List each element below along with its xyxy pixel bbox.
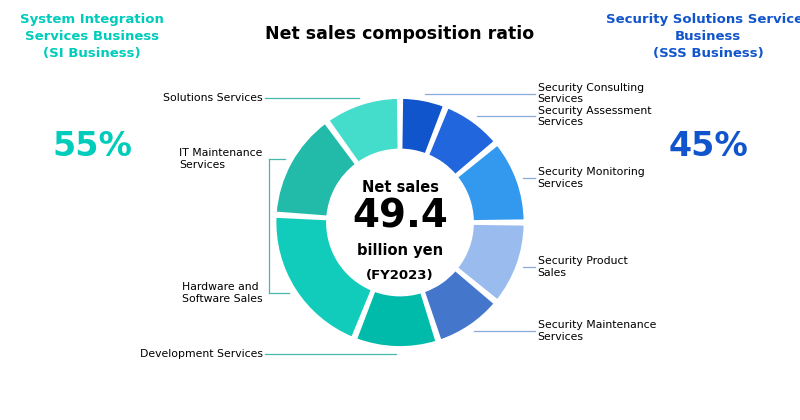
Text: Security Product
Sales: Security Product Sales	[538, 256, 627, 278]
Text: (FY2023): (FY2023)	[366, 268, 434, 281]
Text: IT Maintenance
Services: IT Maintenance Services	[179, 148, 262, 170]
Text: 55%: 55%	[52, 130, 132, 163]
Wedge shape	[356, 290, 437, 347]
Text: Security Maintenance
Services: Security Maintenance Services	[538, 320, 656, 342]
Text: Solutions Services: Solutions Services	[163, 93, 262, 102]
Text: Development Services: Development Services	[139, 349, 262, 359]
Wedge shape	[275, 216, 372, 338]
Text: Security Assessment
Services: Security Assessment Services	[538, 105, 651, 127]
Text: Security Solutions Services
Business
(SSS Business): Security Solutions Services Business (SS…	[606, 13, 800, 60]
Text: System Integration
Services Business
(SI Business): System Integration Services Business (SI…	[20, 13, 164, 60]
Text: 49.4: 49.4	[352, 197, 448, 235]
Text: Security Consulting
Services: Security Consulting Services	[538, 83, 644, 105]
Text: 45%: 45%	[668, 130, 748, 163]
Text: billion yen: billion yen	[357, 242, 443, 257]
Text: Net sales composition ratio: Net sales composition ratio	[266, 25, 534, 43]
Text: Net sales: Net sales	[362, 180, 438, 195]
Text: Security Monitoring
Services: Security Monitoring Services	[538, 167, 644, 189]
Wedge shape	[428, 107, 495, 176]
Wedge shape	[328, 97, 399, 163]
Wedge shape	[457, 223, 525, 301]
Wedge shape	[423, 270, 495, 341]
Wedge shape	[401, 97, 444, 155]
Wedge shape	[275, 122, 357, 217]
Wedge shape	[457, 144, 525, 221]
Circle shape	[327, 150, 473, 295]
Text: Hardware and
Software Sales: Hardware and Software Sales	[182, 282, 262, 304]
